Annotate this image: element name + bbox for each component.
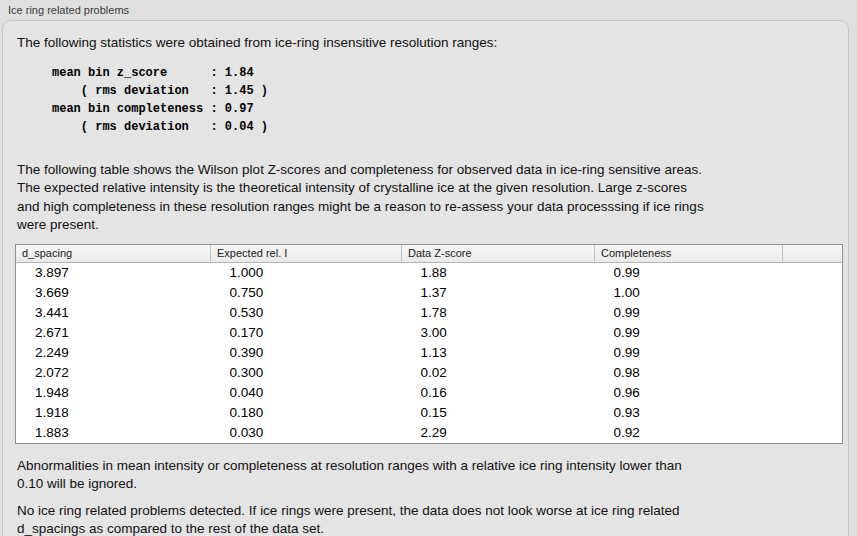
table-cell: 1.78 xyxy=(402,303,595,323)
table-row[interactable]: 1.9180.1800.150.93 xyxy=(16,403,842,423)
table-cell: 0.92 xyxy=(595,423,783,443)
column-header-data-z-score[interactable]: Data Z-score xyxy=(402,245,595,263)
table-cell: 1.00 xyxy=(595,283,783,303)
table-cell: 0.170 xyxy=(211,323,402,343)
section-title: Ice ring related problems xyxy=(0,0,857,17)
table-cell: 0.750 xyxy=(211,283,402,303)
column-header-d-spacing[interactable]: d_spacing xyxy=(16,245,211,263)
table-cell-filler xyxy=(783,323,843,343)
column-header-filler xyxy=(783,245,843,263)
table-cell: 0.98 xyxy=(595,363,783,383)
table-cell: 0.300 xyxy=(211,363,402,383)
stats-block: mean bin z_score : 1.84 ( rms deviation … xyxy=(52,64,836,136)
column-header-completeness[interactable]: Completeness xyxy=(595,245,783,263)
table-cell: 3.00 xyxy=(402,323,595,343)
table-cell: 0.99 xyxy=(595,303,783,323)
table-cell: 0.530 xyxy=(211,303,402,323)
table-cell: 0.96 xyxy=(595,383,783,403)
table-row[interactable]: 1.9480.0400.160.96 xyxy=(16,383,842,403)
table-cell-filler xyxy=(783,262,843,283)
table-cell: 1.918 xyxy=(16,403,211,423)
table-cell: 0.15 xyxy=(402,403,595,423)
table-cell: 1.88 xyxy=(402,262,595,283)
table-body: 3.8971.0001.880.993.6690.7501.371.003.44… xyxy=(16,262,842,443)
table-cell-filler xyxy=(783,363,843,383)
table-cell: 1.000 xyxy=(211,262,402,283)
table-cell: 3.897 xyxy=(16,262,211,283)
table-cell-filler xyxy=(783,303,843,323)
table-header-row: d_spacing Expected rel. I Data Z-score C… xyxy=(16,245,842,263)
table-cell: 1.883 xyxy=(16,423,211,443)
table-description: The following table shows the Wilson plo… xyxy=(17,161,836,235)
conclusion-text: No ice ring related problems detected. I… xyxy=(17,502,836,536)
table-cell: 3.441 xyxy=(16,303,211,323)
table-row[interactable]: 1.8830.0302.290.92 xyxy=(16,423,842,443)
ice-ring-panel: The following statistics were obtained f… xyxy=(2,20,849,536)
table-cell-filler xyxy=(783,343,843,363)
ice-ring-table[interactable]: d_spacing Expected rel. I Data Z-score C… xyxy=(15,244,843,444)
table-cell: 0.99 xyxy=(595,343,783,363)
table-cell: 2.29 xyxy=(402,423,595,443)
table-cell: 0.030 xyxy=(211,423,402,443)
table-row[interactable]: 2.0720.3000.020.98 xyxy=(16,363,842,383)
column-header-expected-rel-i[interactable]: Expected rel. I xyxy=(211,245,402,263)
table-row[interactable]: 2.2490.3901.130.99 xyxy=(16,343,842,363)
table-cell: 0.16 xyxy=(402,383,595,403)
table-cell: 0.99 xyxy=(595,323,783,343)
table-row[interactable]: 3.6690.7501.371.00 xyxy=(16,283,842,303)
table-cell: 0.02 xyxy=(402,363,595,383)
table-cell: 0.180 xyxy=(211,403,402,423)
table-cell-filler xyxy=(783,423,843,443)
intro-text: The following statistics were obtained f… xyxy=(17,34,836,53)
table-cell-filler xyxy=(783,283,843,303)
table-cell-filler xyxy=(783,383,843,403)
table-cell: 1.13 xyxy=(402,343,595,363)
table-row[interactable]: 3.8971.0001.880.99 xyxy=(16,262,842,283)
table-cell: 2.072 xyxy=(16,363,211,383)
ignore-note: Abnormalities in mean intensity or compl… xyxy=(17,457,836,494)
table-row[interactable]: 2.6710.1703.000.99 xyxy=(16,323,842,343)
table-cell: 1.37 xyxy=(402,283,595,303)
table-cell: 0.99 xyxy=(595,262,783,283)
table-cell: 2.249 xyxy=(16,343,211,363)
table-cell: 0.390 xyxy=(211,343,402,363)
table-cell: 2.671 xyxy=(16,323,211,343)
table-cell-filler xyxy=(783,403,843,423)
table-row[interactable]: 3.4410.5301.780.99 xyxy=(16,303,842,323)
table-cell: 1.948 xyxy=(16,383,211,403)
table-cell: 0.040 xyxy=(211,383,402,403)
table-cell: 0.93 xyxy=(595,403,783,423)
table-cell: 3.669 xyxy=(16,283,211,303)
